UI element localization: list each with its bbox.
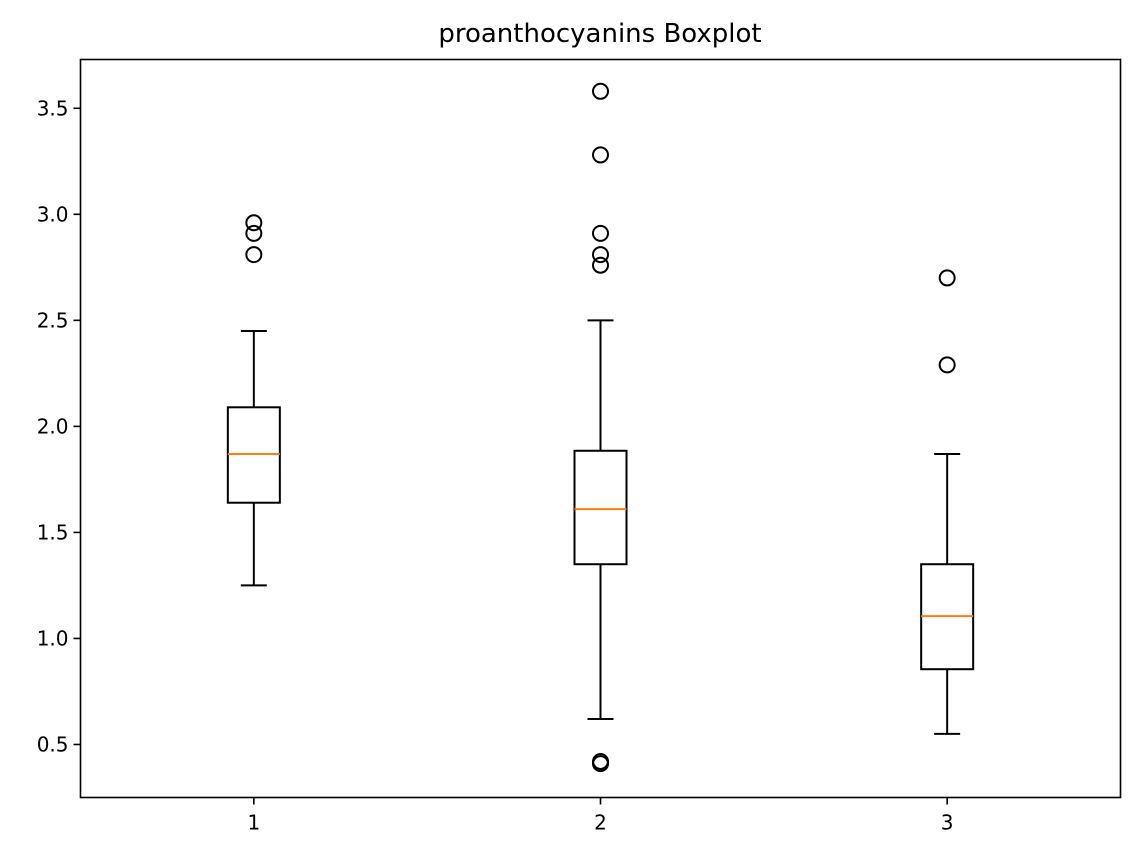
box-group-1 [226,214,281,587]
outlier-point [592,752,609,770]
x-tick-label: 3 [941,811,954,835]
outlier-point [245,214,263,232]
outlier-point [592,82,609,100]
outlier-point [938,269,956,287]
outlier-point [592,146,609,164]
outlier-point [245,246,263,264]
axes: 1 2 3 0.5 1.0 1.5 2.0 2.5 3.0 3.5 [37,96,954,834]
box-group-3 [920,269,975,735]
y-tick-label: 2.5 [37,308,69,332]
y-tick-label: 3.5 [37,96,69,120]
y-tick-label: 2.0 [37,414,69,438]
plot-area [226,82,975,773]
y-tick-label: 1.5 [37,520,69,544]
box-iqr [573,449,628,566]
outlier-point [592,256,609,274]
y-tick-label: 1.0 [37,626,69,650]
outlier-point [592,246,609,264]
plot-frame [79,58,1122,799]
y-tick-label: 0.5 [37,732,69,756]
outlier-point [592,224,609,242]
outlier-point [245,224,263,242]
x-tick-label: 2 [594,811,607,835]
box-iqr [226,406,281,504]
outlier-point [938,356,956,374]
box-group-2 [573,82,628,773]
x-tick-label: 1 [247,811,260,835]
chart-title: proanthocyanins Boxplot [438,19,761,49]
y-tick-label: 3.0 [37,202,69,226]
